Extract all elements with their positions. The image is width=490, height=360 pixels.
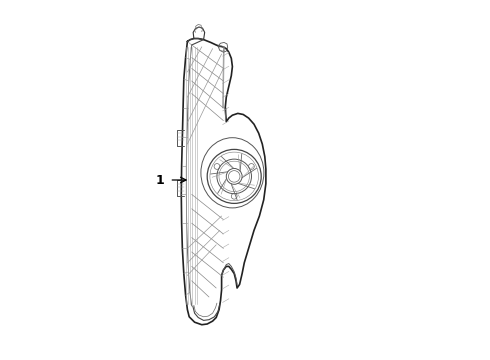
Text: 1: 1 — [155, 174, 164, 186]
